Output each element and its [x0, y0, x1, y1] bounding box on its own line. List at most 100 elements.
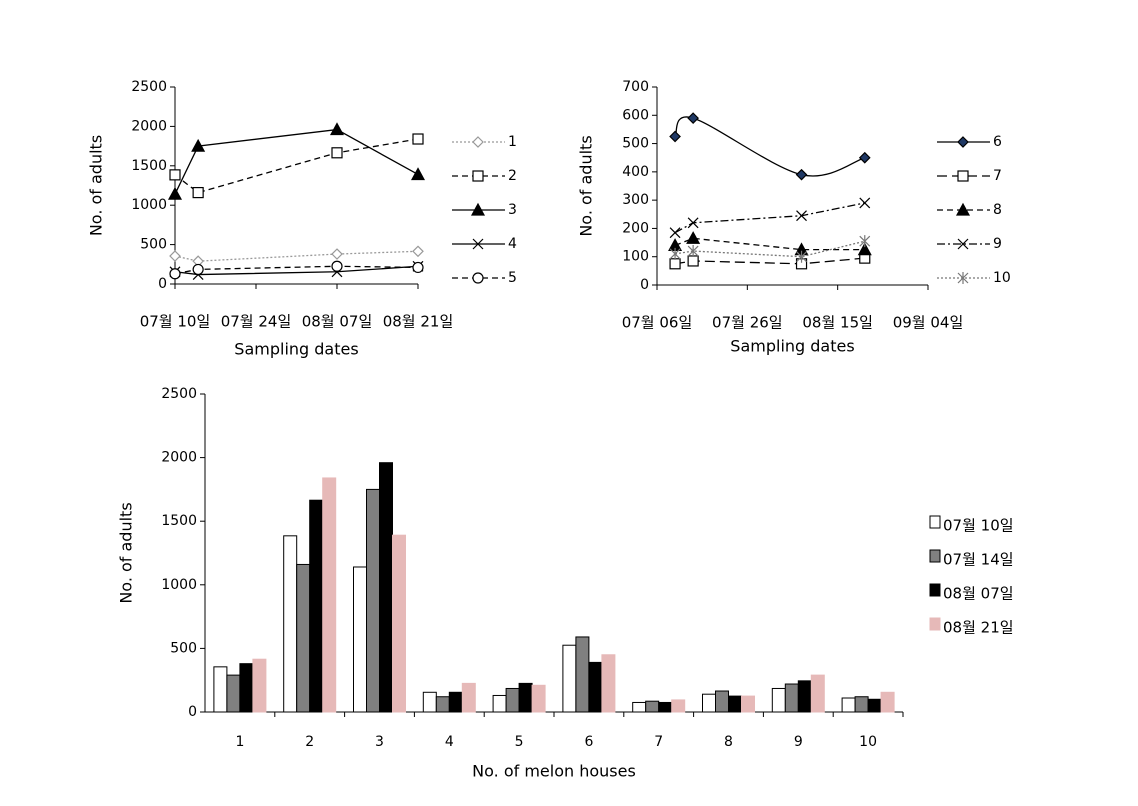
- data-point: [796, 210, 807, 222]
- data-point: [331, 248, 343, 260]
- data-point: [669, 130, 681, 143]
- legend-marker: [470, 202, 486, 216]
- data-point: [687, 255, 699, 267]
- x-tick-label: 08월 07일: [302, 313, 373, 331]
- data-point: [192, 263, 204, 276]
- bar: [784, 683, 799, 713]
- y-tick-label: 300: [622, 192, 649, 208]
- data-point: [331, 147, 343, 159]
- data-point: [669, 258, 681, 270]
- x-tick-label: 3: [375, 734, 384, 750]
- bar: [671, 699, 686, 713]
- data-point: [669, 247, 681, 260]
- x-tick-label: 07월 06일: [622, 314, 693, 332]
- bar: [492, 694, 507, 713]
- y-tick-label: 700: [622, 79, 649, 95]
- y-tick-label: 2500: [131, 79, 167, 95]
- x-tick-label: 09월 04일: [893, 314, 964, 332]
- data-point: [796, 250, 807, 263]
- bar: [226, 674, 241, 713]
- x-tick-label: 8: [724, 734, 733, 750]
- x-tick-label: 07월 26일: [712, 314, 783, 332]
- legend-swatch: [929, 617, 941, 631]
- legend-label: 10: [993, 270, 1011, 286]
- bar: [448, 691, 463, 713]
- x-tick-label: 4: [445, 734, 454, 750]
- bar: [461, 682, 476, 713]
- bar: [435, 696, 450, 713]
- bar: [797, 680, 812, 713]
- y-axis-label: No. of adults: [117, 502, 136, 603]
- bar: [379, 462, 393, 713]
- bar: [353, 566, 367, 713]
- x-tick-label: 6: [584, 734, 593, 750]
- legend-label: 6: [993, 134, 1002, 150]
- bar: [531, 684, 546, 713]
- legend-label: 8: [993, 202, 1002, 218]
- data-point: [669, 227, 681, 239]
- bar: [505, 687, 520, 713]
- y-tick-label: 2500: [161, 386, 197, 402]
- bar: [715, 690, 729, 713]
- data-point: [169, 268, 181, 280]
- series-line: [674, 237, 865, 251]
- y-tick-label: 0: [640, 277, 649, 293]
- y-tick-label: 600: [622, 107, 649, 123]
- series-line: [174, 138, 419, 194]
- legend-label: 08월 21일: [943, 619, 1014, 637]
- data-point: [329, 122, 345, 136]
- data-point: [192, 186, 204, 199]
- bar: [309, 499, 324, 713]
- bar: [810, 674, 825, 713]
- legend-swatch: [929, 583, 941, 597]
- bar: [575, 636, 590, 713]
- legend-label: 07월 10일: [943, 517, 1014, 535]
- bar: [645, 700, 660, 713]
- legend-marker: [472, 136, 484, 148]
- bar: [296, 563, 311, 713]
- legend-label: 2: [508, 168, 517, 184]
- bar: [728, 695, 742, 713]
- x-tick-label: 08월 21일: [383, 313, 454, 331]
- bar: [741, 695, 755, 713]
- legend-label: 4: [508, 236, 517, 252]
- legend-label: 3: [508, 202, 517, 218]
- bar: [518, 682, 533, 713]
- legend-marker: [472, 170, 484, 182]
- legend-label: 7: [993, 168, 1002, 184]
- x-tick-label: 07월 24일: [221, 313, 292, 331]
- bar: [867, 698, 882, 713]
- series-line: [674, 257, 865, 265]
- data-point: [859, 235, 871, 248]
- bar: [841, 697, 856, 713]
- bar: [588, 661, 603, 713]
- y-axis-label: No. of adults: [577, 135, 596, 236]
- x-axis-label: Sampling dates: [730, 337, 854, 356]
- data-point: [167, 186, 183, 200]
- bar: [632, 701, 647, 713]
- legend-label: 9: [993, 236, 1002, 252]
- x-tick-label: 7: [654, 734, 663, 750]
- series-line: [674, 240, 865, 258]
- x-tick-label: 5: [515, 734, 524, 750]
- legend-marker: [955, 202, 971, 216]
- data-point: [169, 250, 181, 262]
- bar: [771, 687, 786, 713]
- legend-label: 1: [508, 134, 517, 150]
- data-point: [795, 168, 808, 181]
- y-tick-label: 1000: [131, 197, 167, 213]
- legend-marker: [957, 272, 969, 284]
- y-tick-label: 0: [188, 704, 197, 720]
- x-tick-label: 10: [859, 734, 877, 750]
- legend-swatch: [929, 549, 941, 563]
- bar: [702, 693, 716, 713]
- series-line: [674, 202, 865, 234]
- x-tick-label: 07월 10일: [140, 313, 211, 331]
- data-point: [412, 245, 424, 258]
- y-tick-label: 2000: [161, 450, 197, 466]
- x-axis-label: Sampling dates: [234, 340, 358, 359]
- data-point: [169, 169, 181, 181]
- y-tick-label: 100: [622, 249, 649, 265]
- data-point: [857, 242, 872, 256]
- legend-marker: [957, 238, 969, 250]
